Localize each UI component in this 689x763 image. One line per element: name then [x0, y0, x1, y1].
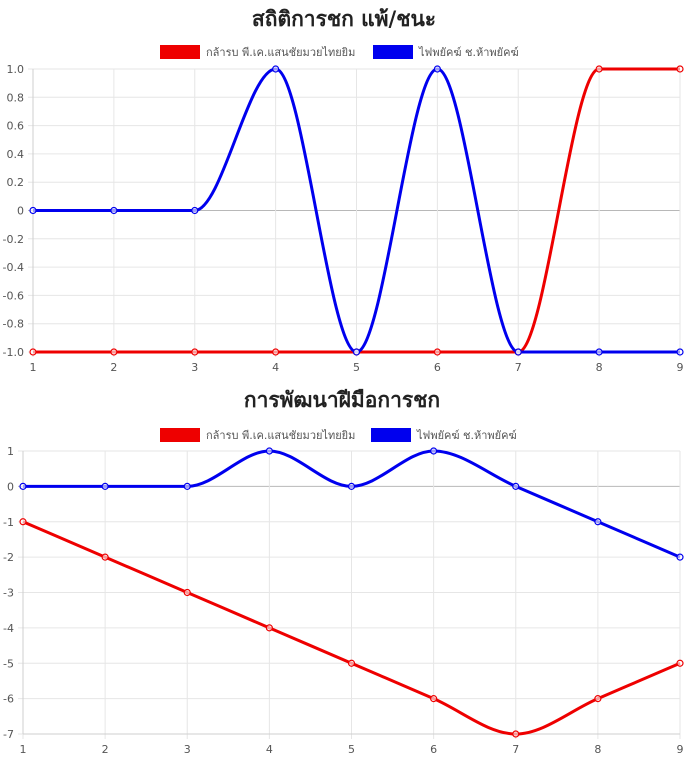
- x-tick-label: 6: [434, 361, 441, 374]
- data-point[interactable]: [183, 482, 191, 490]
- data-point[interactable]: [433, 348, 441, 356]
- series-line-red: [32, 67, 680, 354]
- y-tick-label: 0.4: [7, 148, 25, 161]
- legend-label[interactable]: กล้ารบ พี.เค.แสนชัยมวยไทยยิม: [206, 429, 355, 442]
- y-tick-label: -1.0: [3, 346, 24, 359]
- y-tick-label: -3: [3, 587, 14, 600]
- y-tick-label: 0: [7, 480, 14, 493]
- chart-win-loss: สถิติการชก แพ้/ชนะ กล้ารบ พี.เค.แสนชัยมว…: [3, 7, 684, 374]
- x-tick-label: 1: [20, 743, 27, 756]
- data-point[interactable]: [595, 65, 603, 73]
- x-tick-label: 7: [515, 361, 522, 374]
- data-point[interactable]: [430, 695, 438, 703]
- data-point[interactable]: [433, 65, 441, 73]
- y-tick-label: 0: [17, 205, 24, 218]
- y-tick-label: -7: [3, 728, 14, 741]
- data-point[interactable]: [272, 348, 280, 356]
- x-tick-label: 4: [266, 743, 273, 756]
- y-tick-label: -0.6: [3, 289, 24, 302]
- chart-title: สถิติการชก แพ้/ชนะ: [252, 7, 436, 31]
- data-point[interactable]: [676, 348, 684, 356]
- legend[interactable]: กล้ารบ พี.เค.แสนชัยมวยไทยยิม ไฟพยัคฆ์ ช.…: [160, 45, 519, 59]
- data-point[interactable]: [272, 65, 280, 73]
- data-point[interactable]: [676, 659, 684, 667]
- data-point[interactable]: [594, 695, 602, 703]
- legend-swatch-blue[interactable]: [373, 45, 413, 59]
- data-point[interactable]: [191, 348, 199, 356]
- x-tick-label: 5: [348, 743, 355, 756]
- y-tick-label: -4: [3, 622, 14, 635]
- data-point[interactable]: [512, 730, 520, 738]
- data-point[interactable]: [676, 553, 684, 561]
- legend-swatch-red[interactable]: [160, 45, 200, 59]
- y-tick-label: -0.8: [3, 318, 24, 331]
- x-tick-label: 4: [272, 361, 279, 374]
- x-tick-label: 9: [677, 361, 684, 374]
- data-point[interactable]: [352, 348, 361, 356]
- legend[interactable]: กล้ารบ พี.เค.แสนชัยมวยไทยยิม ไฟพยัคฆ์ ช.…: [160, 428, 517, 442]
- data-point[interactable]: [265, 624, 273, 632]
- y-tick-label: 1: [7, 445, 14, 458]
- data-point[interactable]: [19, 482, 27, 490]
- y-tick-label: 1.0: [7, 63, 25, 76]
- data-point[interactable]: [110, 348, 118, 356]
- y-tick-label: -2: [3, 551, 14, 564]
- data-point[interactable]: [29, 348, 37, 356]
- chart-title: การพัฒนาฝีมือการชก: [244, 388, 440, 412]
- y-tick-label: 0.8: [7, 91, 25, 104]
- x-tick-label: 6: [430, 743, 437, 756]
- y-tick-label: 0.6: [7, 120, 25, 133]
- legend-label[interactable]: กล้ารบ พี.เค.แสนชัยมวยไทยยิม: [206, 46, 355, 59]
- y-tick-label: -0.4: [3, 261, 24, 274]
- legend-swatch-red[interactable]: [160, 428, 200, 442]
- legend-label[interactable]: ไฟพยัคฆ์ ช.ห้าพยัคฆ์: [418, 46, 519, 59]
- x-tick-label: 1: [30, 361, 37, 374]
- data-point[interactable]: [19, 518, 27, 526]
- x-tick-label: 3: [184, 743, 191, 756]
- x-tick-label: 3: [191, 361, 198, 374]
- data-point[interactable]: [110, 206, 118, 215]
- chart-skill-progress: การพัฒนาฝีมือการชก กล้ารบ พี.เค.แสนชัยมว…: [3, 388, 684, 756]
- data-point[interactable]: [594, 518, 602, 526]
- y-tick-label: -0.2: [3, 233, 24, 246]
- data-point[interactable]: [347, 482, 356, 490]
- data-point[interactable]: [595, 348, 603, 356]
- data-point[interactable]: [101, 482, 109, 490]
- data-point[interactable]: [512, 482, 520, 490]
- y-tick-label: 0.2: [7, 176, 25, 189]
- data-point[interactable]: [191, 206, 199, 215]
- data-point[interactable]: [430, 447, 438, 455]
- y-tick-label: -1: [3, 516, 14, 529]
- x-tick-label: 5: [353, 361, 360, 374]
- data-point[interactable]: [265, 447, 273, 455]
- x-tick-label: 7: [512, 743, 519, 756]
- x-tick-label: 9: [677, 743, 684, 756]
- y-tick-label: -6: [3, 693, 14, 706]
- legend-label[interactable]: ไฟพยัคฆ์ ช.ห้าพยัคฆ์: [416, 429, 517, 442]
- x-tick-label: 8: [594, 743, 601, 756]
- x-tick-label: 2: [102, 743, 109, 756]
- data-point[interactable]: [183, 588, 191, 597]
- x-tick-label: 2: [110, 361, 117, 374]
- data-point[interactable]: [676, 65, 684, 73]
- data-point[interactable]: [29, 206, 37, 215]
- y-tick-label: -5: [3, 657, 14, 670]
- data-point[interactable]: [514, 348, 522, 356]
- data-point[interactable]: [101, 553, 109, 561]
- x-tick-label: 8: [596, 361, 603, 374]
- data-point[interactable]: [347, 659, 356, 667]
- legend-swatch-blue[interactable]: [371, 428, 411, 442]
